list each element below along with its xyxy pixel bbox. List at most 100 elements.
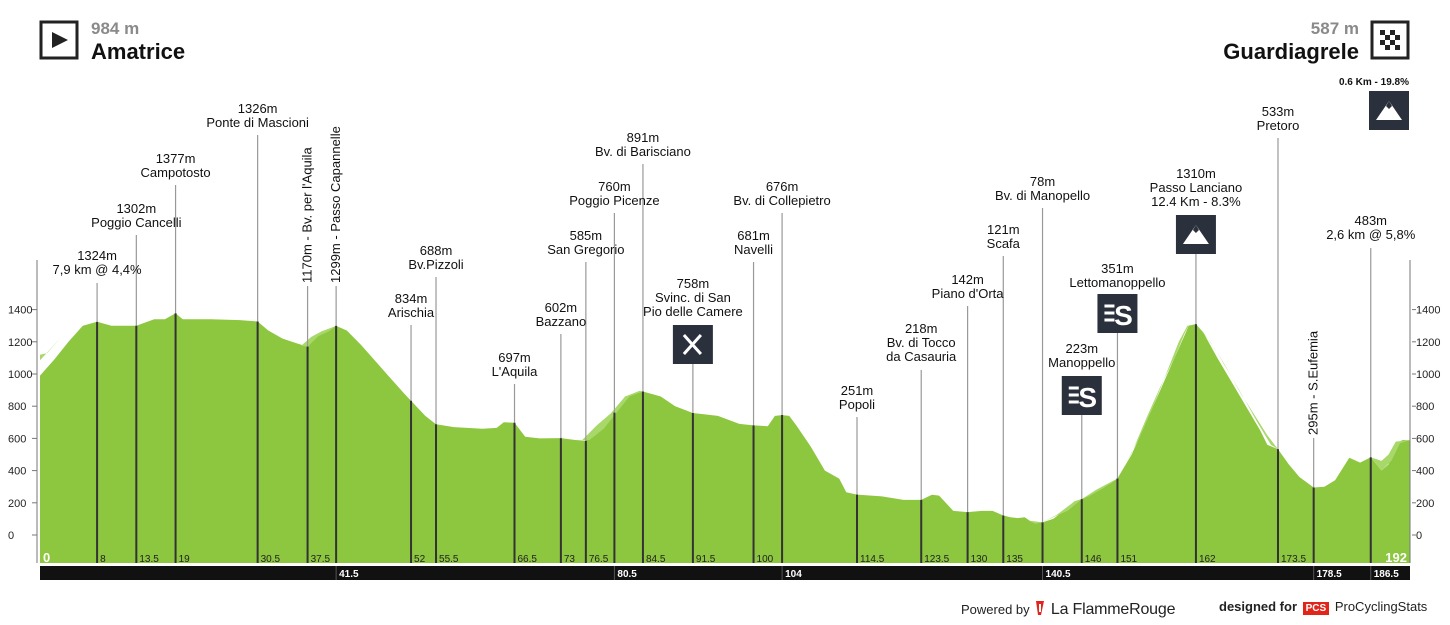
finish-flag-icon bbox=[1370, 20, 1410, 60]
finish-climb-label: 0.6 Km - 19.8% bbox=[1339, 77, 1409, 88]
waypoint-vertical-label-4: 1170m - Bv. per l'Aquila bbox=[300, 147, 315, 283]
km-tick-173.5: 173.5 bbox=[1281, 554, 1306, 565]
km-tick-151: 151 bbox=[1120, 554, 1137, 565]
waypoint-name-24: Pretoro bbox=[1257, 118, 1300, 133]
km-tick-bottom-80.5: 80.5 bbox=[617, 569, 637, 580]
km-tick-91.5: 91.5 bbox=[696, 554, 716, 565]
waypoint-altitude-26: 483m bbox=[1354, 213, 1387, 228]
km-tick-30.5: 30.5 bbox=[261, 554, 281, 565]
km-tick-73: 73 bbox=[564, 554, 576, 565]
km-tick-0: 0 bbox=[43, 550, 50, 565]
waypoint-name-12: Bv. di Barisciano bbox=[595, 144, 691, 159]
waypoint-name-20: Bv. di Manopello bbox=[995, 188, 1090, 203]
pcs-brand-label: ProCyclingStats bbox=[1334, 599, 1428, 614]
y-tick-left-1000: 1000 bbox=[8, 369, 32, 381]
waypoint-name2-23: 12.4 Km - 8.3% bbox=[1151, 194, 1241, 209]
waypoint-altitude-11: 760m bbox=[598, 179, 631, 194]
waypoint-name-15: Bv. di Collepietro bbox=[733, 193, 830, 208]
sprint-icon-21: S bbox=[1061, 376, 1102, 415]
waypoint-name-1: Poggio Cancelli bbox=[91, 215, 181, 230]
waypoint-altitude-15: 676m bbox=[766, 179, 799, 194]
waypoint-name-23: Passo Lanciano bbox=[1150, 180, 1243, 195]
y-tick-right-1400: 1400 bbox=[1416, 305, 1440, 317]
waypoint-altitude-14: 681m bbox=[737, 228, 770, 243]
y-tick-right-600: 600 bbox=[1416, 433, 1434, 445]
km-axis: 0 8 13.5 19 30.5 37.5 52 55.5 66.5 73 76.5 84.5 91.5… bbox=[40, 550, 1410, 580]
waypoint-altitude-16: 251m bbox=[841, 383, 874, 398]
waypoint-vertical-label-25: 295m - S.Eufemia bbox=[1306, 330, 1321, 435]
waypoint-name-0: 7,9 km @ 4,4% bbox=[53, 262, 143, 277]
designed-for-label: designed for bbox=[1219, 599, 1298, 614]
km-tick-66.5: 66.5 bbox=[518, 554, 538, 565]
waypoint-altitude-1: 1302m bbox=[116, 201, 156, 216]
waypoint-altitude-24: 533m bbox=[1262, 104, 1295, 119]
waypoint-name2-17: da Casauria bbox=[886, 349, 957, 364]
start-altitude: 984 m bbox=[91, 19, 140, 38]
waypoint-name-13: Svinc. di San bbox=[655, 290, 731, 305]
shade-segment-4 bbox=[1195, 324, 1278, 450]
y-tick-right-0: 0 bbox=[1416, 530, 1422, 542]
waypoint-name2-13: Pio delle Camere bbox=[643, 304, 743, 319]
y-tick-right-800: 800 bbox=[1416, 401, 1434, 413]
waypoint-altitude-20: 78m bbox=[1030, 174, 1055, 189]
y-tick-right-1200: 1200 bbox=[1416, 337, 1440, 349]
y-tick-right-1000: 1000 bbox=[1416, 369, 1440, 381]
waypoint-altitude-13: 758m bbox=[677, 276, 710, 291]
shade-segment-1 bbox=[301, 325, 337, 347]
waypoint-name-19: Scafa bbox=[987, 236, 1021, 251]
waypoint-altitude-12: 891m bbox=[627, 130, 660, 145]
shade-segment-2 bbox=[582, 390, 643, 440]
feed-zone-icon-13 bbox=[672, 325, 713, 364]
start-name: Amatrice bbox=[91, 39, 186, 64]
shade-segment-3 bbox=[1028, 324, 1196, 524]
km-tick-55.5: 55.5 bbox=[439, 554, 459, 565]
km-tick-37.5: 37.5 bbox=[311, 554, 331, 565]
y-tick-left-800: 800 bbox=[8, 401, 26, 413]
y-tick-left-200: 200 bbox=[8, 498, 26, 510]
svg-text:S: S bbox=[1078, 382, 1097, 413]
waypoint-altitude-6: 834m bbox=[395, 291, 428, 306]
waypoint-name-2: Campotosto bbox=[141, 165, 211, 180]
footer-designed: designed for PCS ProCyclingStats bbox=[1219, 599, 1427, 615]
profile-area bbox=[40, 313, 1410, 563]
profile-gradient-shading bbox=[40, 321, 1410, 524]
header-icons: 0.6 Km - 19.8% bbox=[39, 20, 1410, 130]
waypoint-altitude-7: 688m bbox=[420, 243, 453, 258]
km-tick-192: 192 bbox=[1385, 550, 1407, 565]
waypoint-altitude-0: 1324m bbox=[77, 248, 117, 263]
powered-by-label: Powered by bbox=[961, 602, 1030, 617]
waypoint-altitude-17: 218m bbox=[905, 321, 938, 336]
waypoint-name-3: Ponte di Mascioni bbox=[206, 115, 309, 130]
pcs-logo: PCS bbox=[1302, 602, 1330, 615]
y-tick-right-200: 200 bbox=[1416, 498, 1434, 510]
km-tick-135: 135 bbox=[1006, 554, 1023, 565]
svg-text:S: S bbox=[1114, 300, 1133, 331]
waypoint-vertical-label-5: 1299m - Passo Capannelle bbox=[328, 126, 343, 283]
waypoint-name-9: Bazzano bbox=[536, 314, 587, 329]
km-tick-123.5: 123.5 bbox=[924, 554, 949, 565]
waypoint-name-17: Bv. di Tocco bbox=[887, 335, 956, 350]
waypoint-altitude-21: 223m bbox=[1066, 341, 1099, 356]
km-tick-bottom-178.5: 178.5 bbox=[1317, 569, 1342, 580]
y-tick-left-400: 400 bbox=[8, 466, 26, 478]
waypoint-altitude-18: 142m bbox=[951, 272, 984, 287]
y-tick-right-400: 400 bbox=[1416, 466, 1434, 478]
waypoint-name-21: Manoppello bbox=[1048, 355, 1115, 370]
waypoint-name-11: Poggio Picenze bbox=[569, 193, 659, 208]
start-arrow-icon bbox=[39, 20, 79, 60]
profile-fill bbox=[40, 313, 1410, 563]
waypoint-altitude-19: 121m bbox=[987, 222, 1020, 237]
waypoint-name-22: Lettomanoppello bbox=[1069, 275, 1165, 290]
waypoint-name-7: Bv.Pizzoli bbox=[408, 257, 463, 272]
km-tick-13.5: 13.5 bbox=[139, 554, 159, 565]
waypoint-altitude-8: 697m bbox=[498, 350, 531, 365]
km-tick-162: 162 bbox=[1199, 554, 1216, 565]
km-tick-bottom-104: 104 bbox=[785, 569, 802, 580]
y-tick-left-1400: 1400 bbox=[8, 305, 32, 317]
finish-climb-icon bbox=[1369, 91, 1409, 130]
footer-powered: Powered by La FlammeRouge bbox=[961, 599, 1175, 619]
waypoint-name-8: L'Aquila bbox=[492, 364, 539, 379]
